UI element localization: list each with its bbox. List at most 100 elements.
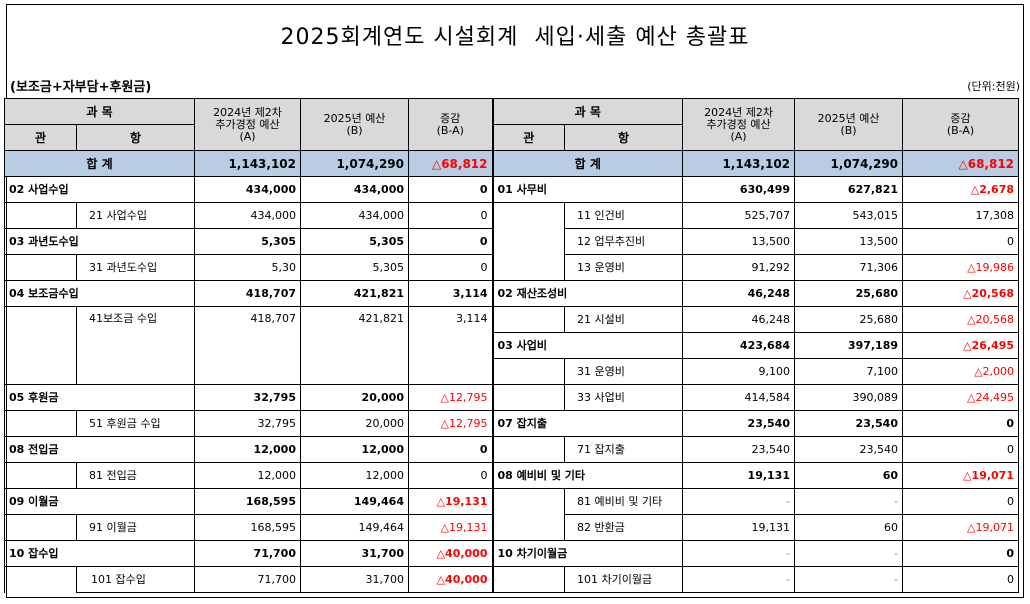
left-prev-cell: 71,700 xyxy=(194,566,301,593)
right-gwan-empty xyxy=(491,358,566,385)
right-curr-cell: - xyxy=(794,540,903,567)
table-row: 31 운영비 9,100 7,100 △2,000 xyxy=(5,358,1020,385)
right-diff-cell: 0 xyxy=(902,540,1019,567)
left-prev-cell: 434,000 xyxy=(194,176,302,203)
table-row: 02 사업수입 434,000 434,000 0 01 사무비 630,499… xyxy=(3,176,1020,203)
left-curr-cell: 421,821 xyxy=(300,280,410,307)
unit-label: (단위:천원) xyxy=(967,80,1020,93)
table-row: 10 잡수입 71,700 31,700 △40,000 10 차기이월금 - … xyxy=(4,540,1019,567)
right-gwan-empty xyxy=(491,306,566,333)
header-hang-right: 항 xyxy=(564,124,684,151)
left-gwan-cell: 02 사업수입 xyxy=(3,176,196,203)
right-hang-cell: 31 운영비 xyxy=(564,358,684,385)
right-gwan-empty xyxy=(491,384,565,411)
left-gwan-empty xyxy=(4,202,77,229)
left-curr-cell: 20,000 xyxy=(300,384,409,411)
left-gwan-empty xyxy=(4,254,77,281)
right-diff-cell: 0 xyxy=(902,566,1019,593)
right-hang-cell: 33 사업비 xyxy=(564,384,683,411)
left-curr-cell: 5,305 xyxy=(300,228,410,255)
left-gwan-cell: 09 이월금 xyxy=(4,488,195,515)
right-prev-cell: 23,540 xyxy=(682,410,795,437)
right-curr-cell: 13,500 xyxy=(794,228,904,255)
left-hang-cell: 41보조금 수입 xyxy=(75,306,196,385)
right-diff-cell: △19,071 xyxy=(902,514,1019,541)
header-gwamok-left: 과 목 xyxy=(3,98,196,125)
left-diff-cell: 0 xyxy=(408,176,494,203)
total-prev-left: 1,143,102 xyxy=(194,150,302,177)
right-gwan-empty xyxy=(491,488,565,541)
left-prev-cell: 434,000 xyxy=(194,202,302,229)
left-diff-cell: 3,114 xyxy=(408,306,494,385)
left-gwan-cell: 03 과년도수입 xyxy=(3,228,196,255)
right-hang-cell: 82 반환금 xyxy=(564,514,683,541)
left-gwan-empty xyxy=(4,514,77,541)
right-diff-cell: △19,986 xyxy=(902,254,1020,281)
right-curr-cell: 397,189 xyxy=(794,332,904,359)
table-row: 41보조금 수입 418,707 421,821 3,114 21 시설비 46… xyxy=(4,306,1020,385)
header-diff-right: 증감 (B-A) xyxy=(902,98,1020,151)
right-diff-cell: △26,495 xyxy=(902,332,1020,359)
left-prev-cell: 12,000 xyxy=(194,436,301,463)
header-diff-left-text: 증감 (B-A) xyxy=(436,111,464,137)
left-gwan-cell: 10 잡수입 xyxy=(4,540,195,567)
table-row: 08 전입금 12,000 12,000 0 71 잡지출 23,540 23,… xyxy=(4,436,1019,463)
right-diff-cell: 17,308 xyxy=(902,202,1020,229)
left-curr-cell: 31,700 xyxy=(300,566,409,593)
left-hang-cell: 101 잡수입 xyxy=(76,566,195,593)
right-prev-cell: 23,540 xyxy=(682,436,795,463)
left-curr-cell: 149,464 xyxy=(300,488,409,515)
left-curr-cell: 5,305 xyxy=(300,254,410,281)
right-hang-cell: 12 업무추진비 xyxy=(564,228,684,255)
header-gwan-right: 관 xyxy=(491,124,566,151)
right-gwan-cell: 10 차기이월금 xyxy=(491,540,683,567)
left-gwan-cell: 04 보조금수입 xyxy=(3,280,196,307)
right-curr-cell: 543,015 xyxy=(794,202,904,229)
right-prev-cell: - xyxy=(682,566,795,593)
header-prev-left-text: 2024년 제2차 추가경정 예산 (A) xyxy=(213,105,282,143)
table-row: 101 잡수입 71,700 31,700 △40,000 101 차기이월금 … xyxy=(4,566,1019,593)
right-diff-cell: 0 xyxy=(902,436,1019,463)
right-prev-cell: 46,248 xyxy=(682,306,796,333)
left-diff-cell: △40,000 xyxy=(408,540,493,567)
right-diff-cell: △20,568 xyxy=(902,280,1020,307)
right-hang-cell: 21 시설비 xyxy=(564,306,684,333)
left-prev-cell: 168,595 xyxy=(194,488,301,515)
right-gwan-cell: 03 사업비 xyxy=(491,332,684,359)
left-prev-cell: 71,700 xyxy=(194,540,301,567)
left-gwan-empty xyxy=(4,306,77,385)
left-curr-cell: 434,000 xyxy=(300,176,410,203)
left-diff-cell: 0 xyxy=(408,202,494,229)
left-hang-cell: 91 이월금 xyxy=(76,514,195,541)
right-diff-cell: 0 xyxy=(902,410,1019,437)
right-diff-cell: △24,495 xyxy=(902,384,1019,411)
right-curr-cell: 25,680 xyxy=(794,280,904,307)
table-row: 03 사업비 423,684 397,189 △26,495 xyxy=(5,332,1020,359)
left-hang-cell: 31 과년도수입 xyxy=(75,254,196,281)
right-prev-cell: 423,684 xyxy=(682,332,796,359)
right-prev-cell: - xyxy=(682,540,795,567)
left-gwan-empty xyxy=(4,410,77,437)
left-diff-cell: 0 xyxy=(408,254,494,281)
left-hang-cell: 81 전입금 xyxy=(76,462,195,489)
right-curr-cell: 23,540 xyxy=(794,410,903,437)
header-gwamok-right: 과 목 xyxy=(491,98,684,125)
left-prev-cell: 168,595 xyxy=(194,514,301,541)
table-row: 04 보조금수입 418,707 421,821 3,114 02 재산조성비 … xyxy=(3,280,1020,307)
right-diff-cell: △2,000 xyxy=(902,358,1020,385)
left-prev-cell: 12,000 xyxy=(194,462,301,489)
right-diff-cell: △2,678 xyxy=(902,176,1020,203)
right-gwan-empty xyxy=(491,202,566,281)
right-hang-cell: 71 잡지출 xyxy=(564,436,683,463)
left-curr-cell: 20,000 xyxy=(300,410,409,437)
budget-summary-table: 과 목 2024년 제2차 추가경정 예산 (A) 2025년 예산 (B) 증… xyxy=(3,98,1020,385)
right-prev-cell: 19,131 xyxy=(682,462,795,489)
total-diff-left: △68,812 xyxy=(408,150,494,177)
header-diff-right-text: 증감 (B-A) xyxy=(946,111,975,137)
table-row: 09 이월금 168,595 149,464 △19,131 81 예비비 및 … xyxy=(4,488,1019,541)
left-hang-cell: 21 사업수입 xyxy=(75,202,196,229)
left-curr-cell: 149,464 xyxy=(300,514,409,541)
table-row: 81 전입금 12,000 12,000 0 08 예비비 및 기타 19,13… xyxy=(4,462,1019,489)
right-gwan-empty xyxy=(491,436,565,463)
right-curr-cell: 71,306 xyxy=(794,254,904,281)
